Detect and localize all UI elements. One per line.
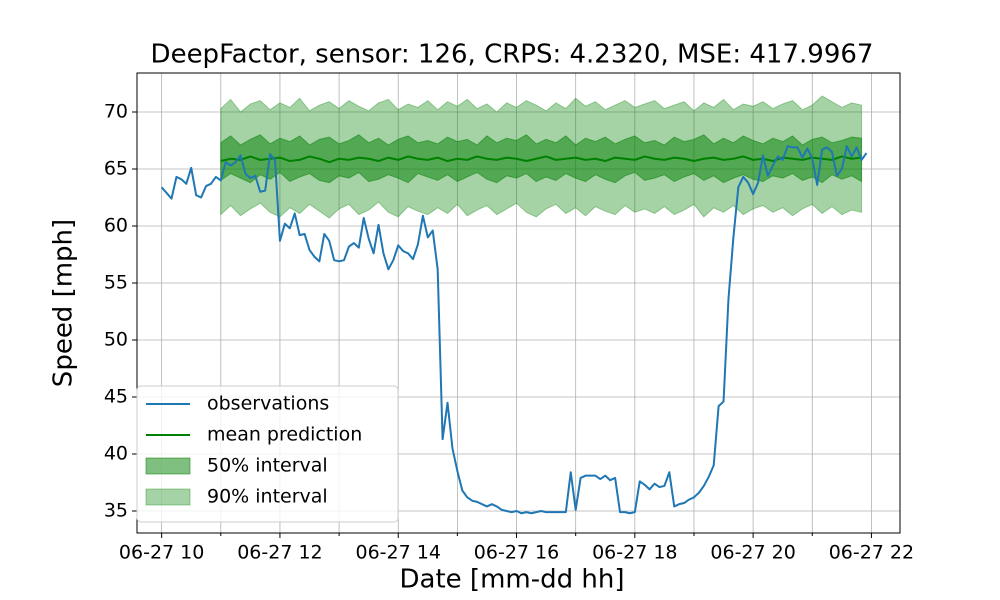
legend: observations mean prediction 50% interval 9… — [136, 385, 399, 523]
x-axis-label: Date [mm-dd hh] — [400, 565, 625, 595]
axes: 35 40 45 50 55 60 65 70 06-27 10 06-27 12 06-27 14… — [104, 100, 914, 563]
chart-title: DeepFactor, sensor: 126, CRPS: 4.2320, M… — [151, 40, 874, 70]
legend-label: 50% interval — [207, 455, 328, 477]
legend-label: mean prediction — [207, 424, 362, 446]
y-tick-label: 35 — [104, 499, 128, 521]
y-tick-label: 50 — [104, 328, 128, 350]
y-tick-label: 70 — [104, 100, 128, 122]
data-line — [220, 155, 862, 164]
plot-area — [160, 95, 868, 515]
legend-swatch — [145, 457, 191, 475]
data-line — [160, 145, 868, 515]
legend-label: observations — [207, 393, 329, 415]
x-tick-label: 06-27 16 — [474, 542, 559, 564]
y-tick-label: 45 — [104, 385, 128, 407]
x-tick-label: 06-27 10 — [119, 542, 204, 564]
legend-swatch — [145, 488, 191, 506]
legend-label: 90% interval — [207, 486, 328, 508]
x-tick-label: 06-27 22 — [829, 542, 914, 564]
x-tick-label: 06-27 14 — [356, 542, 441, 564]
y-tick-label: 65 — [104, 157, 128, 179]
y-tick-label: 60 — [104, 214, 128, 236]
y-tick-label: 40 — [104, 442, 128, 464]
x-tick-label: 06-27 18 — [592, 542, 677, 564]
interval-band — [220, 134, 863, 184]
x-tick-label: 06-27 12 — [237, 542, 322, 564]
y-axis-label: Speed [mph] — [49, 219, 79, 387]
axes-frame — [136, 72, 901, 534]
y-tick-label: 55 — [104, 271, 128, 293]
legend-box — [136, 385, 399, 523]
x-tick-label: 06-27 20 — [710, 542, 795, 564]
